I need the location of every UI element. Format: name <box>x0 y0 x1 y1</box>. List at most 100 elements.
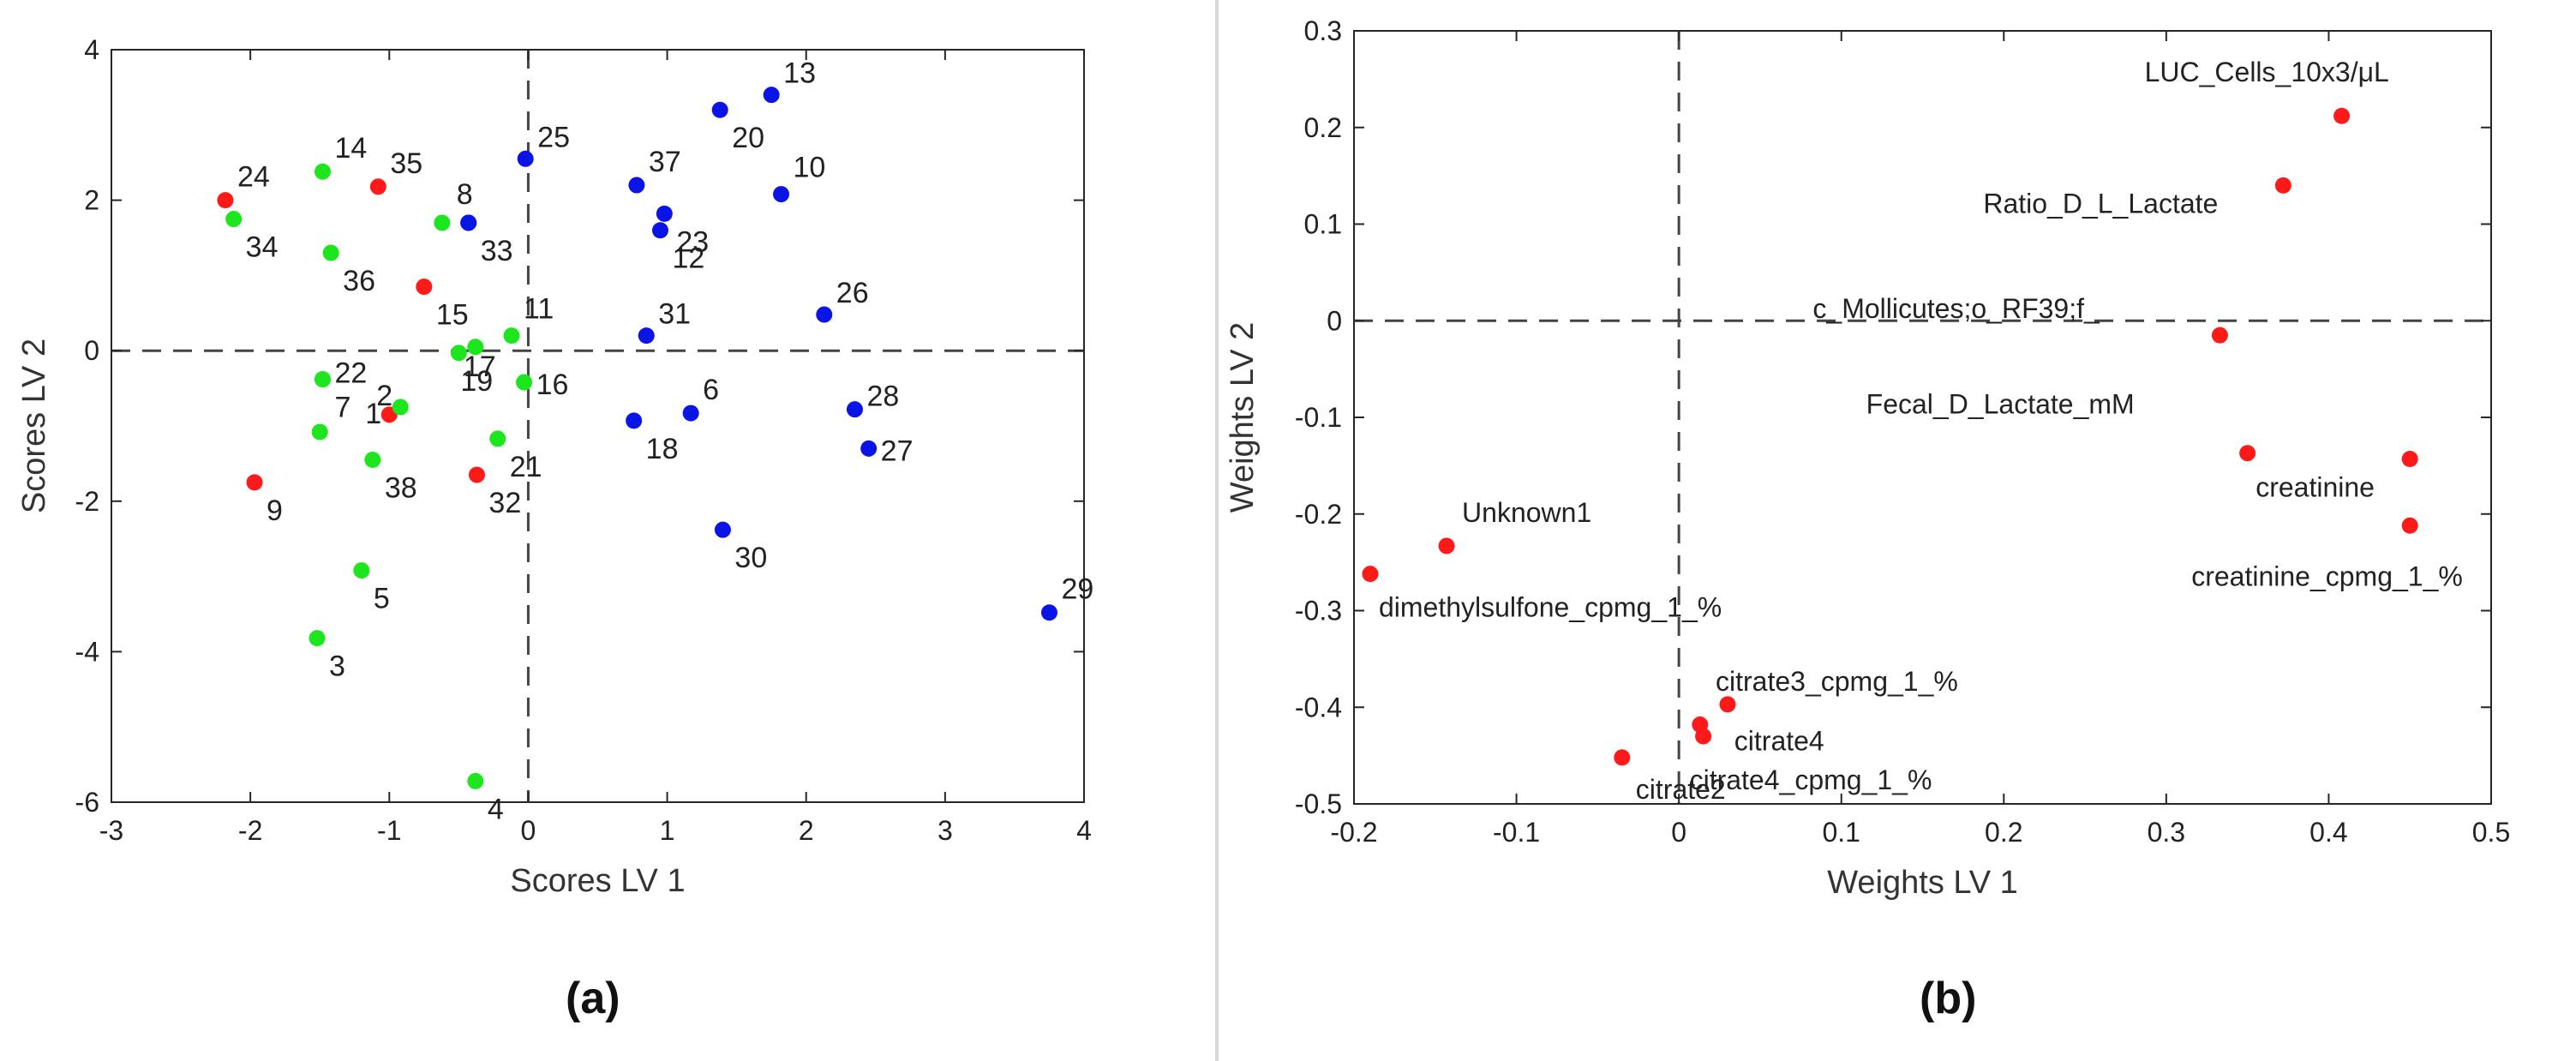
data-point <box>311 423 328 441</box>
x-tick-label: -2 <box>238 815 262 846</box>
x-tick-label: 0.1 <box>1822 817 1860 848</box>
panel-b <box>1217 0 2576 1061</box>
point-label: 7 <box>334 392 350 424</box>
data-point <box>1719 696 1736 713</box>
plot-area <box>111 49 1085 803</box>
y-tick-label: -0.2 <box>1295 499 1342 530</box>
data-point <box>2401 450 2418 467</box>
data-point <box>369 178 386 195</box>
y-tick-label: -0.4 <box>1295 692 1342 722</box>
data-point <box>682 405 699 422</box>
data-point <box>322 244 339 261</box>
point-label: 36 <box>343 265 375 297</box>
data-point <box>450 345 467 362</box>
point-label: citrate2 <box>1636 774 1726 805</box>
point-label: 4 <box>488 793 504 825</box>
point-label: 26 <box>836 277 869 309</box>
point-label: 3 <box>329 650 345 683</box>
point-label: 23 <box>676 225 709 258</box>
point-label: 15 <box>436 299 469 332</box>
x-tick-label: 0.3 <box>2148 817 2185 848</box>
x-tick-label: 0.5 <box>2472 817 2510 848</box>
point-label: 33 <box>481 235 513 267</box>
point-label: 32 <box>488 487 521 519</box>
x-tick-label: -1 <box>377 815 401 846</box>
y-tick-label: -0.5 <box>1295 788 1342 819</box>
data-point <box>626 412 643 429</box>
point-label: 12 <box>672 243 704 275</box>
y-tick-label: 0.3 <box>1304 15 1342 46</box>
data-point <box>846 401 863 418</box>
data-point <box>314 371 331 388</box>
y-tick-label: -0.1 <box>1295 402 1342 433</box>
point-label: 16 <box>536 369 569 401</box>
data-point <box>2333 107 2351 124</box>
data-point <box>773 186 790 203</box>
point-label: 1 <box>365 398 381 430</box>
data-point <box>2274 177 2291 194</box>
point-label: 10 <box>794 152 826 184</box>
point-label: 27 <box>881 435 914 467</box>
point-label: 38 <box>385 472 417 505</box>
point-label: 19 <box>460 365 493 398</box>
data-point <box>467 772 484 789</box>
point-label: 37 <box>649 146 681 178</box>
data-point <box>517 150 534 167</box>
x-tick-label: 1 <box>660 815 675 846</box>
data-point <box>467 339 484 356</box>
point-label: Ratio_D_L_Lactate <box>1983 188 2218 219</box>
weights-plot: -0.2 -0.1 0 0.1 0.2 0.3 0.4 0.5 -0.5 -0.4 -0.3 -0.2… <box>1225 15 2510 901</box>
point-label: 34 <box>246 231 279 264</box>
data-point <box>217 192 234 209</box>
point-label: citrate4 <box>1734 726 1824 757</box>
y-tick-label: -6 <box>75 787 99 818</box>
y-tick-label: 0 <box>84 335 99 366</box>
point-label: LUC_Cells_10x3/μL <box>2145 57 2389 87</box>
data-point <box>711 101 728 118</box>
data-point <box>763 87 780 104</box>
y-axis-title: Scores LV 2 <box>16 339 52 513</box>
point-label: 22 <box>334 357 367 390</box>
data-point <box>460 214 477 231</box>
x-tick-label: 4 <box>1076 815 1092 846</box>
point-label: Fecal_D_Lactate_mM <box>1866 389 2135 420</box>
data-point <box>353 562 370 579</box>
x-tick-label: -3 <box>99 815 123 846</box>
point-label: 17 <box>464 351 496 383</box>
x-axis-title: Scores LV 1 <box>510 863 685 899</box>
panel-b-label: (b) <box>1920 974 1977 1023</box>
data-point <box>1695 728 1712 745</box>
y-tick-label: 0.1 <box>1304 209 1342 240</box>
data-point <box>714 521 731 538</box>
x-tick-label: 3 <box>938 815 953 846</box>
point-label: 30 <box>734 542 767 574</box>
point-label: 31 <box>658 298 691 331</box>
data-point <box>503 327 520 345</box>
y-tick-label: -2 <box>75 486 99 517</box>
data-point <box>516 374 533 391</box>
x-tick-label: 2 <box>799 815 814 846</box>
panel-a-label: (a) <box>566 974 620 1023</box>
data-point <box>2401 517 2418 534</box>
data-point <box>638 327 655 345</box>
data-point <box>1040 604 1057 621</box>
point-label: creatinine <box>2255 471 2375 502</box>
data-point <box>392 399 409 416</box>
x-tick-label: 0.4 <box>2309 817 2347 848</box>
y-tick-label: -4 <box>75 636 99 667</box>
data-point <box>1362 566 1379 583</box>
data-point <box>364 452 381 469</box>
point-label: creatinine_cpmg_1_% <box>2191 560 2463 591</box>
data-point <box>628 177 645 194</box>
data-point <box>246 474 263 491</box>
data-point <box>225 211 243 228</box>
data-point <box>1614 749 1631 766</box>
data-point <box>860 440 878 457</box>
point-label: 2 <box>376 380 392 412</box>
point-label: 6 <box>703 374 719 406</box>
point-label: 18 <box>646 433 679 465</box>
x-tick-label: 0 <box>521 815 536 846</box>
y-tick-label: 0.2 <box>1304 112 1342 143</box>
data-point <box>309 630 326 647</box>
point-label: 28 <box>866 381 899 413</box>
